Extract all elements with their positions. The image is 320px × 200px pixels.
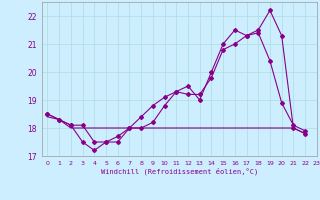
X-axis label: Windchill (Refroidissement éolien,°C): Windchill (Refroidissement éolien,°C) <box>100 167 258 175</box>
